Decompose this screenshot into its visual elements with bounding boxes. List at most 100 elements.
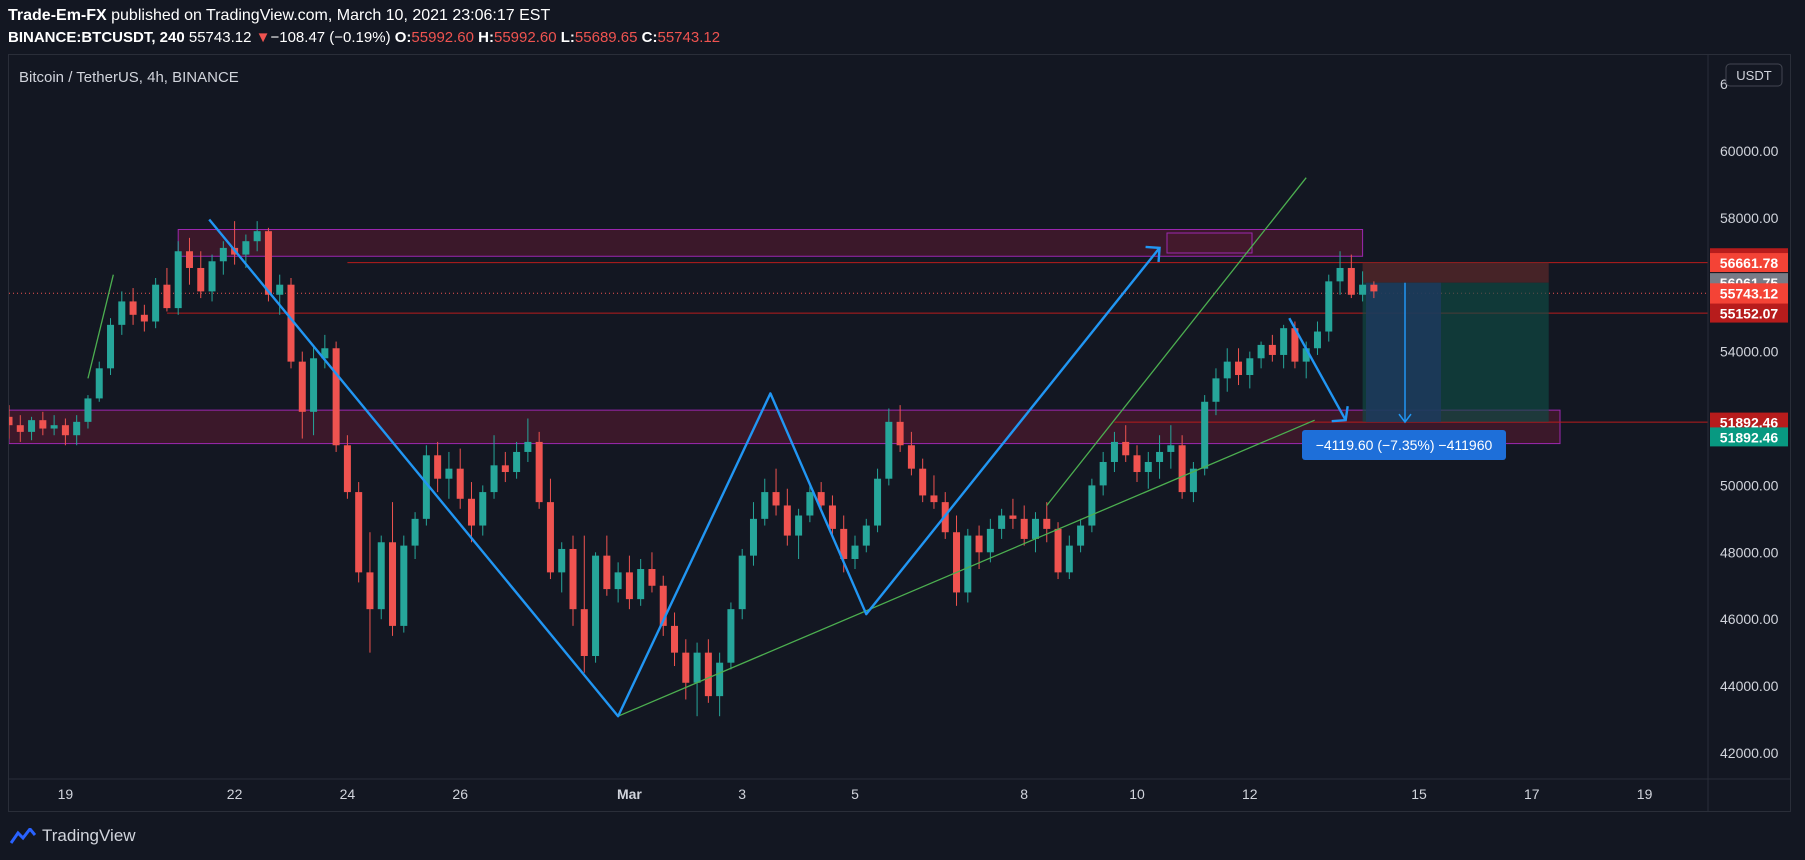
currency-button-label: USDT	[1736, 68, 1771, 83]
candle-body-118	[1336, 267, 1344, 282]
candle-body-92	[1043, 518, 1051, 529]
candle-body-24	[276, 284, 284, 295]
candle-body-53	[603, 555, 611, 590]
x-tick-label-9: 12	[1242, 786, 1258, 802]
chart-title: Bitcoin / TetherUS, 4h, BINANCE	[19, 69, 239, 86]
candle-body-104	[1178, 445, 1186, 493]
x-tick-label-7: 8	[1020, 786, 1028, 802]
measure-label-bg	[1302, 430, 1506, 460]
candle-body-81	[919, 468, 927, 496]
candle-body-40	[456, 468, 464, 499]
measure-label-group: −4119.60 (−7.35%) −411960	[1302, 430, 1506, 460]
trend-line-left	[87, 274, 114, 379]
y-tick-label-0: 42000.00	[1720, 745, 1779, 761]
candle-body-85	[964, 535, 972, 593]
price-change: −108.47 (−0.19%)	[270, 29, 391, 46]
x-tick-label-0: 19	[58, 786, 74, 802]
candle-body-38	[434, 455, 442, 479]
candle-body-86	[975, 535, 983, 553]
candle-body-114	[1291, 328, 1299, 362]
candle-body-69	[783, 505, 791, 536]
close-value: 55743.12	[657, 29, 721, 46]
candle-body-17	[197, 267, 205, 292]
candle-body-97	[1099, 461, 1107, 486]
candle-body-116	[1313, 331, 1321, 349]
candle-body-75	[851, 545, 859, 559]
zigzag-pattern	[208, 218, 1161, 718]
candle-body-66	[749, 518, 757, 556]
candle-body-27	[310, 358, 318, 412]
mini-zone	[1166, 232, 1253, 254]
candle-body-80	[907, 445, 915, 469]
candle-body-58	[659, 585, 667, 626]
candle-body-39	[445, 468, 453, 479]
candle-body-87	[986, 528, 994, 553]
candle-body-64	[727, 609, 735, 663]
candle-body-74	[840, 528, 848, 559]
candle-body-88	[998, 515, 1006, 529]
candle-body-4	[50, 425, 58, 429]
price-label-6: 51892.46	[1710, 427, 1788, 447]
candle-body-6	[73, 421, 81, 436]
candle-body-68	[772, 492, 780, 506]
price-label-bg-5	[1710, 412, 1788, 432]
candle-body-42	[479, 492, 487, 526]
candle-body-33	[377, 542, 385, 610]
candle-body-110	[1246, 358, 1254, 376]
zigzag-arrow-icon	[1145, 245, 1161, 262]
chart-frame	[8, 54, 1791, 812]
plot-area	[9, 177, 1708, 718]
candle-body-9	[107, 324, 115, 369]
candle-body-26	[298, 361, 306, 412]
candle-body-119	[1347, 267, 1355, 295]
candle-body-72	[817, 492, 825, 506]
candle-body-63	[716, 662, 724, 697]
candle-body-45	[513, 451, 521, 473]
candle-body-34	[389, 542, 397, 626]
candle-body-51	[580, 609, 588, 656]
y-tick-label-3: 48000.00	[1720, 544, 1779, 560]
x-tick-label-1: 22	[227, 786, 243, 802]
candle-body-78	[885, 421, 893, 479]
candle-body-5	[61, 425, 69, 436]
candle-body-95	[1077, 525, 1085, 546]
candle-body-65	[738, 555, 746, 610]
candle-body-54	[614, 572, 622, 590]
price-label-bg-4	[1710, 303, 1788, 323]
candle-body-79	[896, 421, 904, 446]
candle-body-108	[1223, 361, 1231, 379]
candle-body-2	[28, 420, 36, 432]
candle-body-19	[219, 247, 227, 262]
candle-body-35	[400, 545, 408, 626]
author-name[interactable]: Trade-Em-FX	[8, 7, 107, 24]
candle-body-106	[1201, 401, 1209, 469]
tradingview-brand[interactable]: TradingView	[42, 826, 136, 845]
candle-body-62	[704, 652, 712, 697]
candle-body-55	[625, 572, 633, 600]
candle-body-41	[467, 498, 475, 526]
candle-body-10	[118, 301, 126, 325]
candle-body-59	[671, 625, 679, 653]
tradingview-logo-icon	[10, 828, 36, 844]
currency-button[interactable]: USDT	[1725, 63, 1783, 87]
candle-body-43	[490, 465, 498, 493]
x-tick-label-8: 10	[1129, 786, 1145, 802]
candle-body-14	[163, 284, 171, 309]
candle-body-99	[1122, 441, 1130, 456]
projection-line	[1288, 317, 1347, 421]
candle-body-77	[874, 478, 882, 526]
y-tick-label-9: 60000.00	[1720, 143, 1779, 159]
x-tick-label-6: 5	[851, 786, 859, 802]
last-price: 55743.12	[188, 29, 252, 46]
currency-button-bg	[1725, 63, 1783, 87]
candle-body-89	[1009, 515, 1017, 519]
candle-body-84	[953, 532, 961, 593]
published-text: published on TradingView.com, March 10, …	[106, 7, 551, 24]
price-label-text-4: 55152.07	[1720, 306, 1779, 322]
candle-body-101	[1144, 461, 1152, 473]
candle-body-11	[129, 301, 137, 315]
candle-body-82	[930, 495, 938, 503]
candle-body-113	[1280, 328, 1288, 355]
publish-info: Trade-Em-FX published on TradingView.com…	[8, 7, 550, 25]
